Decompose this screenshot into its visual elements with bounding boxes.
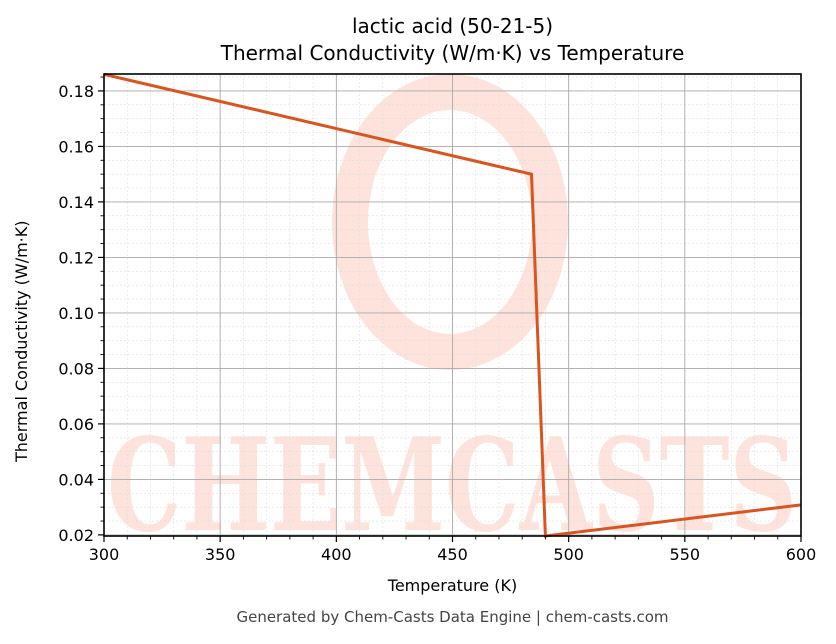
svg-text:350: 350 (205, 545, 236, 564)
svg-text:0.06: 0.06 (58, 415, 94, 434)
y-axis-label: Thermal Conductivity (W/m·K) (12, 220, 31, 463)
svg-text:0.14: 0.14 (58, 193, 94, 212)
svg-text:0.16: 0.16 (58, 137, 94, 156)
svg-text:500: 500 (553, 545, 584, 564)
svg-text:550: 550 (670, 545, 701, 564)
y-axis-ticks: 0.02 0.04 0.06 0.08 0.10 0.12 0.14 0.16 0.18 (58, 76, 104, 545)
x-axis-label: Temperature (K) (387, 576, 518, 595)
chart-subtitle: Thermal Conductivity (W/m·K) vs Temperat… (220, 41, 685, 65)
svg-text:0.10: 0.10 (58, 304, 94, 323)
svg-text:600: 600 (786, 545, 817, 564)
data-series (103, 72, 802, 538)
chart-title: lactic acid (50-21-5) (351, 14, 554, 38)
svg-text:450: 450 (437, 545, 468, 564)
x-axis-ticks: 300 350 400 450 500 550 600 (89, 536, 817, 564)
svg-text:300: 300 (89, 545, 120, 564)
svg-text:0.08: 0.08 (58, 359, 94, 378)
svg-text:0.04: 0.04 (58, 470, 94, 489)
footer-credit: Generated by Chem-Casts Data Engine | ch… (236, 608, 669, 626)
svg-text:0.02: 0.02 (58, 526, 94, 545)
svg-text:400: 400 (321, 545, 352, 564)
svg-text:0.12: 0.12 (58, 248, 94, 267)
svg-text:0.18: 0.18 (58, 82, 94, 101)
major-grid (103, 74, 802, 536)
